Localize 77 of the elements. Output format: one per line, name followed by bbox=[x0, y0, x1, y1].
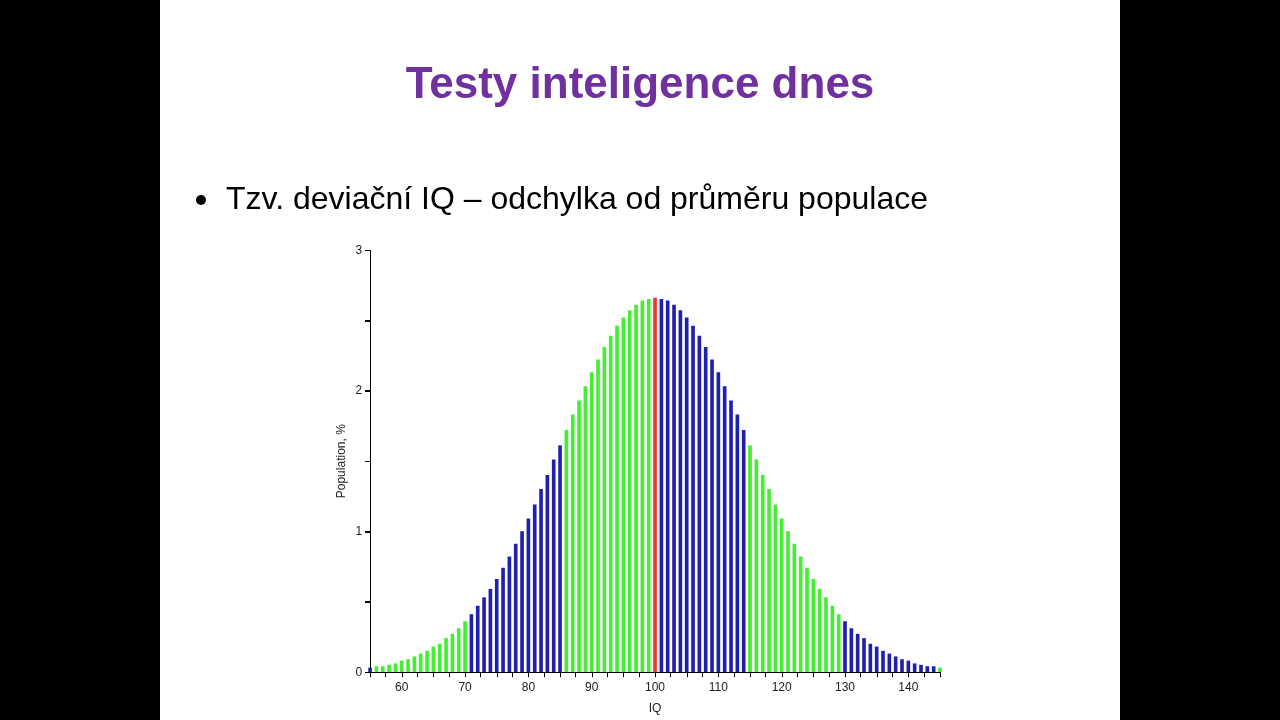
bar bbox=[482, 597, 486, 673]
bar bbox=[862, 638, 866, 673]
x-tick-label: 140 bbox=[898, 679, 919, 694]
bar bbox=[627, 310, 632, 673]
y-tick-label: 0 bbox=[355, 664, 363, 679]
bar bbox=[748, 445, 752, 673]
bar bbox=[805, 567, 809, 673]
x-tick-label: 60 bbox=[395, 679, 409, 694]
bar bbox=[513, 543, 518, 673]
bar bbox=[532, 504, 537, 673]
bar bbox=[874, 646, 879, 673]
chart-title: Testy inteligence dnes bbox=[404, 58, 876, 108]
bar bbox=[608, 335, 613, 673]
x-tick-label: 130 bbox=[835, 679, 856, 694]
bar bbox=[380, 666, 385, 673]
x-tick-label: 70 bbox=[458, 679, 473, 694]
bar bbox=[798, 556, 803, 673]
bar bbox=[919, 664, 923, 673]
bar bbox=[653, 297, 657, 673]
x-tick-label: 100 bbox=[645, 679, 666, 694]
bar bbox=[444, 638, 448, 673]
bar bbox=[741, 429, 746, 673]
y-axis-title: Population, % bbox=[333, 423, 348, 499]
bar bbox=[596, 359, 600, 673]
y-tick-label: 2 bbox=[355, 383, 363, 398]
bar bbox=[520, 531, 524, 673]
bar bbox=[779, 518, 784, 673]
bar bbox=[475, 605, 480, 673]
bar bbox=[767, 489, 771, 673]
bar bbox=[501, 567, 505, 673]
bar bbox=[843, 621, 847, 673]
bar bbox=[703, 346, 708, 673]
bar bbox=[817, 588, 822, 673]
chart-subtitle: Tzv. deviační IQ – odchylka od průměru populace bbox=[226, 180, 928, 216]
bar bbox=[399, 660, 404, 673]
bar bbox=[558, 445, 562, 673]
y-tick-label: 3 bbox=[355, 242, 363, 257]
bar bbox=[570, 414, 575, 673]
bar bbox=[729, 400, 733, 673]
bar bbox=[634, 304, 638, 673]
bar bbox=[646, 299, 651, 673]
x-tick-label: 90 bbox=[585, 679, 599, 694]
bar bbox=[665, 300, 670, 673]
bar bbox=[368, 667, 372, 673]
bar bbox=[387, 664, 391, 673]
bar bbox=[684, 317, 689, 673]
bar bbox=[722, 386, 727, 673]
bar bbox=[855, 633, 860, 673]
bar bbox=[938, 667, 942, 673]
x-axis-title: IQ bbox=[648, 701, 662, 716]
bar bbox=[456, 628, 461, 673]
bar bbox=[760, 474, 765, 673]
x-tick-label: 110 bbox=[708, 679, 729, 694]
x-tick-label: 80 bbox=[521, 679, 536, 694]
bar bbox=[577, 400, 581, 673]
bar bbox=[463, 621, 467, 673]
bar bbox=[824, 597, 828, 673]
bar bbox=[912, 663, 917, 673]
bar bbox=[406, 659, 410, 673]
bar bbox=[437, 643, 442, 673]
bar bbox=[691, 325, 695, 673]
bar bbox=[551, 459, 556, 673]
bar bbox=[418, 653, 423, 673]
bar bbox=[893, 656, 898, 673]
bar bbox=[900, 659, 904, 673]
bar bbox=[539, 489, 543, 673]
x-tick-label: 120 bbox=[771, 679, 793, 694]
bar bbox=[786, 531, 790, 673]
bar bbox=[836, 614, 841, 673]
bar bbox=[494, 579, 499, 673]
bar bbox=[672, 304, 676, 673]
bar bbox=[425, 650, 429, 673]
y-tick-label: 1 bbox=[355, 523, 363, 538]
bar bbox=[710, 359, 714, 673]
bar bbox=[881, 650, 885, 673]
bar bbox=[615, 325, 619, 673]
bar bbox=[589, 372, 594, 673]
